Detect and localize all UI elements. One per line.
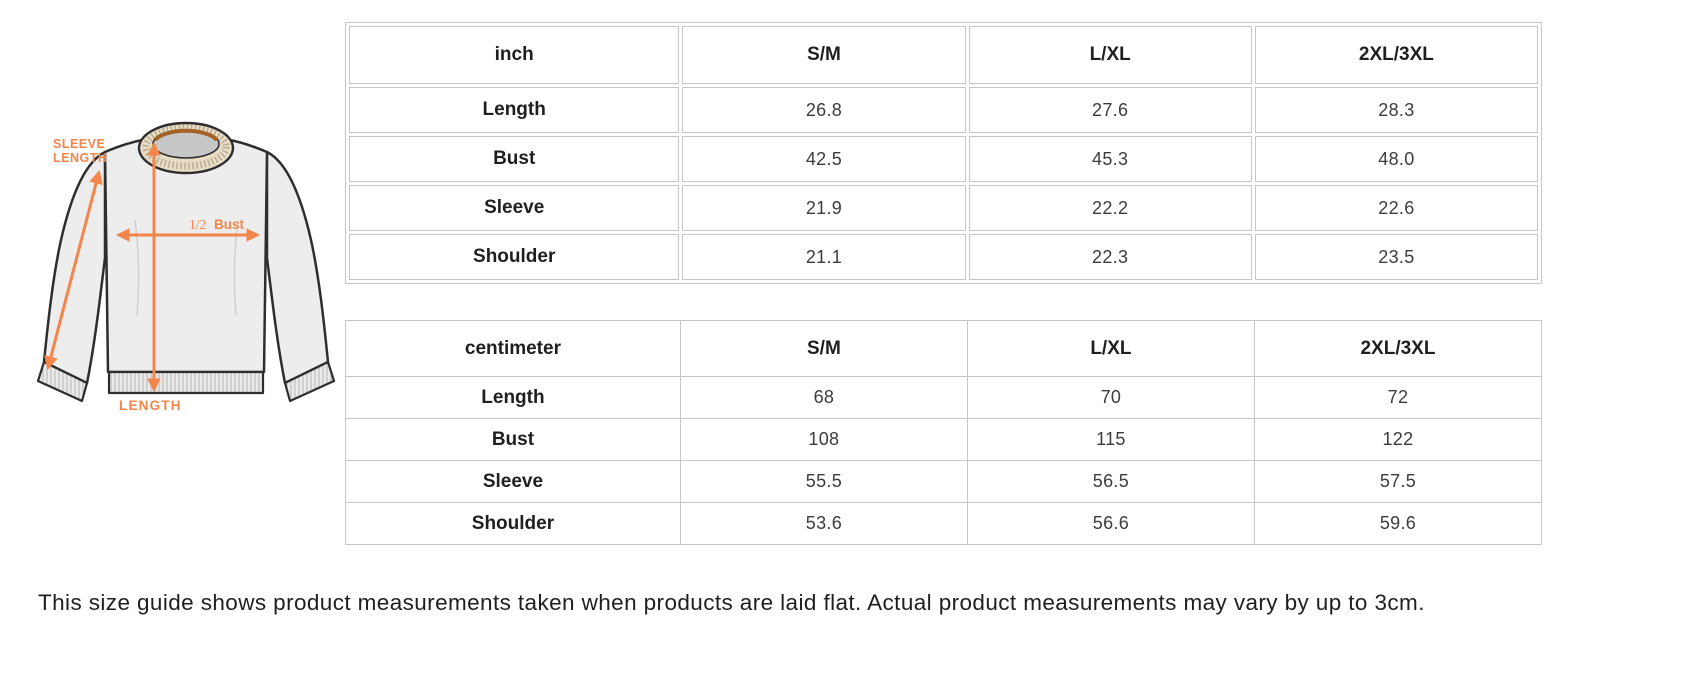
row-label: Sleeve [349, 185, 680, 231]
cell-value: 56.5 [966, 460, 1255, 503]
cell-value: 26.8 [682, 87, 966, 133]
cell-value: 115 [966, 418, 1255, 461]
cell-value: 72 [1253, 376, 1543, 419]
size-column-header: S/M [682, 26, 966, 84]
cell-value: 108 [679, 418, 968, 461]
sweater-hem-band [107, 370, 265, 395]
cell-value: 22.3 [968, 234, 1252, 280]
length-label: LENGTH [119, 398, 182, 413]
sleeve-length-label: SLEEVE LENGTH [53, 137, 109, 165]
half-bust-label: 1/2 Bust [189, 217, 245, 232]
row-label: Bust [345, 418, 681, 461]
cell-value: 45.3 [968, 136, 1252, 182]
cell-value: 23.5 [1254, 234, 1538, 280]
table-row: Sleeve 55.5 56.5 57.5 [345, 460, 1543, 503]
table-row: Shoulder 21.1 22.3 23.5 [349, 234, 1538, 280]
size-column-header: 2XL/3XL [1254, 26, 1538, 84]
table-row: Bust 42.5 45.3 48.0 [349, 136, 1538, 182]
cell-value: 22.2 [968, 185, 1252, 231]
unit-header: inch [349, 26, 680, 84]
cell-value: 55.5 [679, 460, 968, 503]
size-guide-disclaimer: This size guide shows product measuremen… [38, 590, 1425, 615]
sweater-right-cuff [283, 360, 336, 403]
cell-value: 53.6 [679, 502, 968, 545]
row-label: Length [349, 87, 680, 133]
cell-value: 21.9 [682, 185, 966, 231]
table-row: Length 68 70 72 [345, 376, 1543, 419]
table-header-row: centimeter S/M L/XL 2XL/3XL [345, 320, 1543, 377]
size-column-header: 2XL/3XL [1253, 320, 1543, 377]
row-label: Shoulder [345, 502, 681, 545]
cell-value: 22.6 [1254, 185, 1538, 231]
size-table-centimeter: centimeter S/M L/XL 2XL/3XL Length 68 70… [345, 320, 1543, 545]
row-label: Bust [349, 136, 680, 182]
size-column-header: L/XL [968, 26, 1252, 84]
table-row: Sleeve 21.9 22.2 22.6 [349, 185, 1538, 231]
row-label: Sleeve [345, 460, 681, 503]
table-row: Shoulder 53.6 56.6 59.6 [345, 502, 1543, 545]
cell-value: 56.6 [966, 502, 1255, 545]
sweater-measurement-diagram: SLEEVE LENGTH 1/2 Bust LENGTH [5, 100, 345, 420]
table-header-row: inch S/M L/XL 2XL/3XL [349, 26, 1538, 84]
cell-value: 57.5 [1253, 460, 1543, 503]
cell-value: 59.6 [1253, 502, 1543, 545]
row-label: Shoulder [349, 234, 680, 280]
cell-value: 42.5 [682, 136, 966, 182]
table-row: Bust 108 115 122 [345, 418, 1543, 461]
sweater-collar [137, 121, 235, 175]
sleeve-length-arrow [44, 169, 103, 371]
size-table-inch: inch S/M L/XL 2XL/3XL Length 26.8 27.6 2… [345, 22, 1542, 284]
sweater-illustration: SLEEVE LENGTH 1/2 Bust LENGTH [36, 121, 336, 413]
size-column-header: S/M [679, 320, 968, 377]
sweater-left-cuff [36, 360, 89, 403]
unit-header: centimeter [345, 320, 681, 377]
sweater-right-sleeve [265, 150, 330, 385]
cell-value: 48.0 [1254, 136, 1538, 182]
cell-value: 21.1 [682, 234, 966, 280]
cell-value: 27.6 [968, 87, 1252, 133]
cell-value: 70 [966, 376, 1255, 419]
cell-value: 68 [679, 376, 968, 419]
row-label: Length [345, 376, 681, 419]
cell-value: 28.3 [1254, 87, 1538, 133]
size-tables: inch S/M L/XL 2XL/3XL Length 26.8 27.6 2… [345, 22, 1543, 545]
size-column-header: L/XL [966, 320, 1255, 377]
table-row: Length 26.8 27.6 28.3 [349, 87, 1538, 133]
cell-value: 122 [1253, 418, 1543, 461]
